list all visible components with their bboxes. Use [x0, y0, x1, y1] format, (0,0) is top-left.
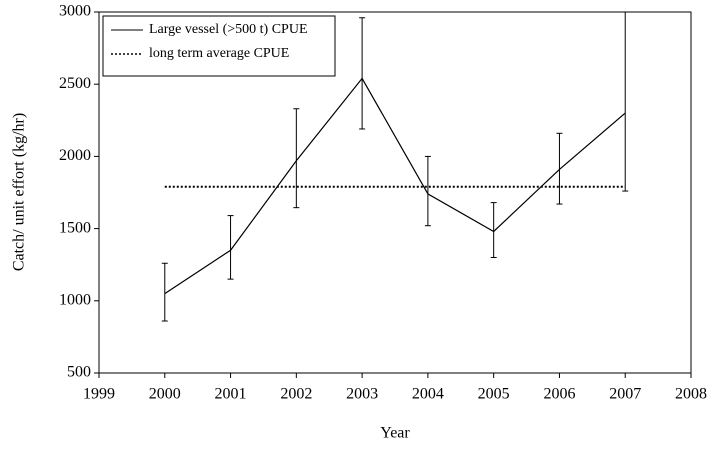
- x-tick-label: 2002: [280, 386, 312, 403]
- legend-box: [102, 15, 336, 77]
- series-line: [164, 77, 626, 295]
- x-tick-label: 2005: [478, 386, 510, 403]
- legend-label: long term average CPUE: [149, 46, 289, 61]
- legend-label: Large vessel (>500 t) CPUE: [149, 22, 308, 37]
- y-tick-label: 3000: [59, 3, 91, 20]
- y-axis-label: Catch/ unit effort (kg/hr): [11, 113, 28, 271]
- x-tick-label: 2007: [609, 386, 641, 403]
- y-tick-label: 2000: [59, 147, 91, 164]
- x-tick-label: 2006: [543, 386, 575, 403]
- x-tick-label: 2003: [346, 386, 378, 403]
- y-tick-label: 2500: [59, 75, 91, 92]
- x-axis-label: Year: [380, 425, 410, 442]
- x-tick-label: 2008: [675, 386, 707, 403]
- x-tick-label: 2004: [412, 386, 444, 403]
- y-tick-label: 1000: [59, 291, 91, 308]
- x-tick-label: 2000: [149, 386, 181, 403]
- y-tick-label: 500: [67, 364, 91, 381]
- x-tick-label: 2001: [215, 386, 247, 403]
- plot-frame: [98, 11, 692, 374]
- y-tick-label: 1500: [59, 219, 91, 236]
- x-tick-label: 1999: [83, 386, 115, 403]
